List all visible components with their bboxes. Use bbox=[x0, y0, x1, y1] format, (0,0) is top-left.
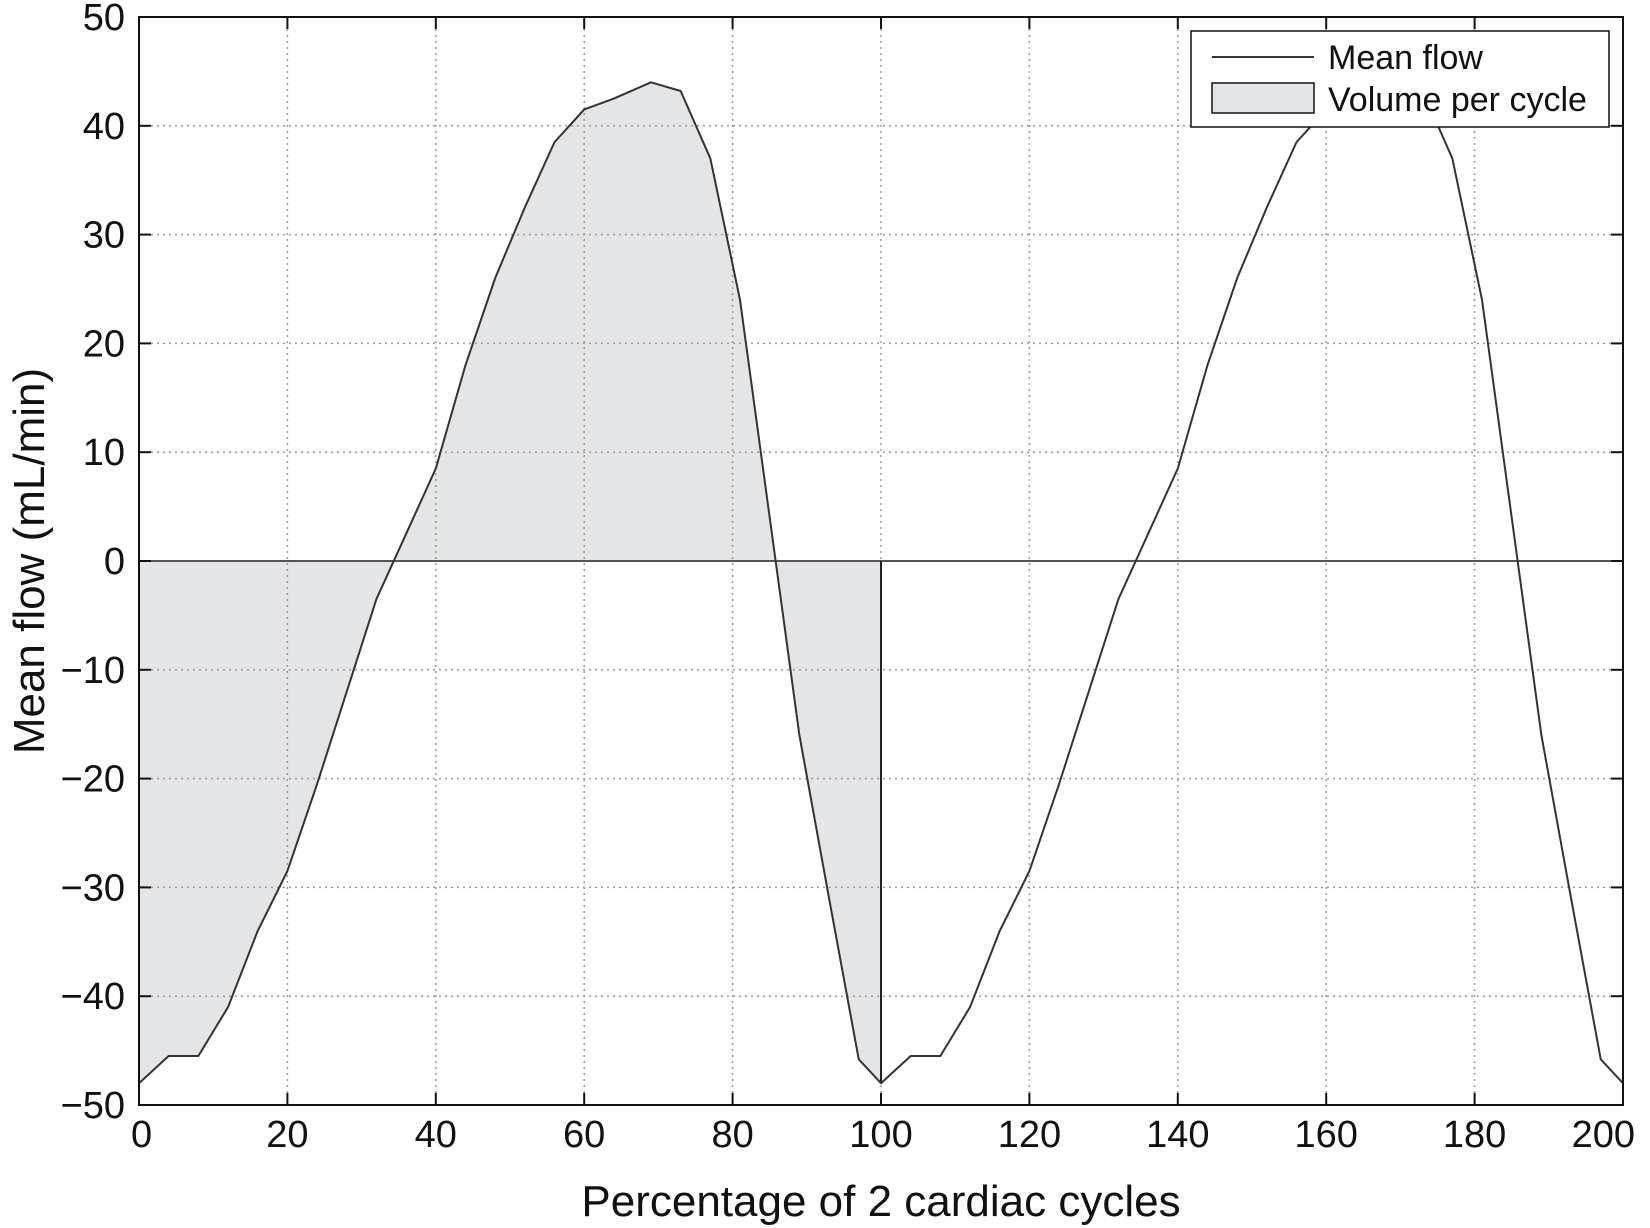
axes: 0 20 40 60 80 100 120 140 160 180 20050403020100−1… bbox=[61, 0, 1635, 1156]
volume-per-cycle-area bbox=[139, 82, 881, 1084]
y-tick-label: 30 bbox=[83, 215, 125, 257]
x-tick-label: 140 bbox=[1146, 1114, 1209, 1156]
x-axis-title: Percentage of 2 cardiac cycles bbox=[581, 1177, 1180, 1226]
x-tick-label: 200 bbox=[1572, 1114, 1635, 1156]
y-tick-label: 20 bbox=[83, 323, 125, 365]
legend-swatch-volume-per-cycle bbox=[1211, 82, 1315, 114]
x-tick-label: 180 bbox=[1443, 1114, 1506, 1156]
y-tick-label: 40 bbox=[83, 106, 125, 148]
x-tick-label: 40 bbox=[415, 1114, 457, 1156]
y-tick-label: −50 bbox=[61, 1085, 125, 1127]
y-tick-label: −10 bbox=[61, 650, 125, 692]
y-axis-title: Mean flow (mL/min) bbox=[5, 368, 54, 754]
x-tick-label: 20 bbox=[266, 1114, 308, 1156]
x-tick-label: 120 bbox=[998, 1114, 1061, 1156]
y-tick-label: −20 bbox=[61, 759, 125, 801]
y-tick-label: −40 bbox=[61, 976, 125, 1018]
x-tick-label: 80 bbox=[711, 1114, 753, 1156]
y-tick-label: −30 bbox=[61, 867, 125, 909]
x-tick-label: 60 bbox=[563, 1114, 605, 1156]
y-tick-label: 10 bbox=[83, 432, 125, 474]
y-tick-label: 50 bbox=[83, 0, 125, 39]
x-tick-label: 0 bbox=[131, 1114, 152, 1156]
x-tick-label: 100 bbox=[849, 1114, 912, 1156]
legend-label-mean-flow: Mean flow bbox=[1328, 39, 1483, 77]
y-tick-label: 0 bbox=[104, 541, 125, 583]
legend: Mean flow Volume per cycle bbox=[1190, 30, 1610, 128]
legend-label-volume-per-cycle: Volume per cycle bbox=[1328, 81, 1587, 119]
x-tick-label: 160 bbox=[1294, 1114, 1357, 1156]
